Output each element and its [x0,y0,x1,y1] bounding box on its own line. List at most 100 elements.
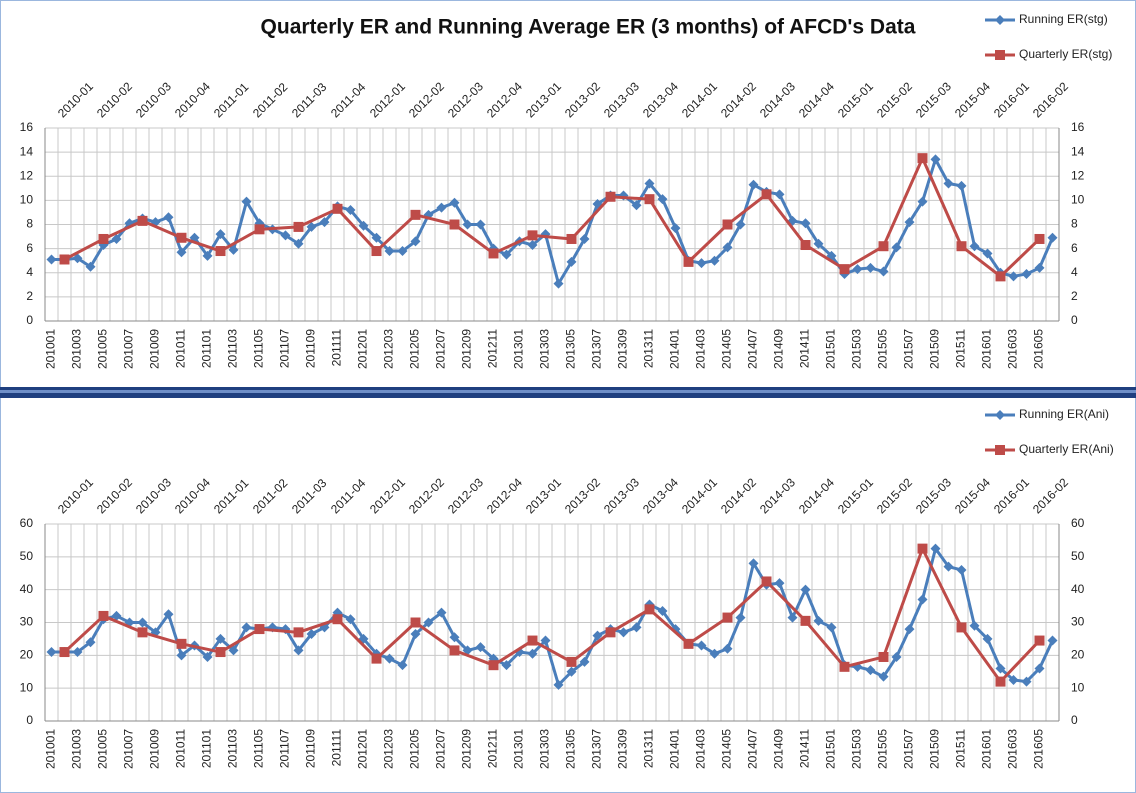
point [696,258,707,269]
point [774,578,785,589]
point [735,219,746,230]
x2-tick-label: 2015-03 [913,475,954,516]
point [72,253,83,264]
point [605,191,616,202]
point [839,661,850,672]
x-tick-label: 201507 [902,329,916,369]
point [813,615,824,626]
point [228,244,239,255]
y2-tick-label: 10 [1071,193,1085,207]
y-tick-label: 10 [20,193,34,207]
x2-tick-label: 2015-02 [874,79,915,120]
y-tick-label: 12 [20,168,34,182]
point [488,660,499,671]
point [215,647,226,658]
point [592,630,603,641]
x2-tick-label: 2016-02 [1030,79,1071,120]
point [475,219,486,230]
point [293,627,304,638]
y2-tick-label: 40 [1071,582,1085,596]
x-tick-label: 201601 [980,729,994,769]
point [527,240,538,251]
x2-tick-label: 2011-04 [328,80,369,121]
point [969,241,980,252]
x-tick-label: 201403 [694,729,708,769]
series-line [51,157,1054,286]
point [878,241,889,252]
x2-tick-label: 2010-03 [133,475,174,516]
point [709,648,720,659]
x-tick-label: 201009 [148,729,162,769]
y-tick-label: 0 [26,313,33,327]
y-tick-label: 16 [20,120,34,134]
point [865,665,876,676]
y2-tick-label: 0 [1071,713,1078,727]
x2-tick-label: 2012-02 [406,475,447,516]
point [709,255,720,266]
x2-tick-label: 2014-01 [679,79,720,120]
point [579,656,590,667]
point [917,594,928,605]
point [800,615,811,626]
legend-label: Quarterly ER(stg) [1019,47,1112,61]
point [59,647,70,658]
point [85,261,96,272]
point [176,247,187,258]
x2-tick-label: 2014-02 [718,79,759,120]
point [644,194,655,205]
y2-tick-label: 2 [1071,289,1078,303]
point [787,612,798,623]
x-tick-label: 201511 [954,729,968,768]
x-tick-label: 201209 [460,329,474,369]
point [904,624,915,635]
point [1047,635,1058,646]
x2-tick-label: 2015-04 [952,79,993,120]
legend-marker [995,15,1005,25]
x-tick-label: 201501 [824,729,838,769]
point [332,614,343,625]
y2-tick-label: 6 [1071,241,1078,255]
y2-tick-label: 12 [1071,168,1085,182]
point [761,576,772,587]
point [176,638,187,649]
x2-tick-label: 2010-04 [172,79,213,120]
x-tick-label: 201011 [174,329,188,368]
point [839,264,850,275]
point [995,676,1006,687]
x-tick-label: 201405 [720,329,734,369]
y-tick-label: 40 [20,582,34,596]
y2-tick-label: 60 [1071,516,1085,530]
legend-label: Running ER(Ani) [1019,407,1109,421]
point [579,233,590,244]
point [917,153,928,164]
point [98,233,109,244]
point [293,645,304,656]
x-tick-label: 201603 [1006,329,1020,369]
point [59,254,70,265]
series-line [51,547,1054,687]
point [761,189,772,200]
point [280,230,291,241]
x-tick-label: 201301 [512,329,526,369]
x2-tick-label: 2015-03 [913,79,954,120]
point [384,246,395,257]
x-tick-label: 201307 [590,329,604,369]
x-tick-label: 201411 [798,329,812,368]
point [891,651,902,662]
y2-tick-label: 20 [1071,648,1085,662]
point [930,543,941,554]
y-tick-label: 50 [20,549,34,563]
y2-tick-label: 30 [1071,615,1085,629]
x2-tick-label: 2011-02 [250,476,291,517]
x2-tick-label: 2012-04 [484,79,525,120]
point [917,543,928,554]
x-tick-label: 201407 [746,329,760,369]
point [657,194,668,205]
point [930,154,941,165]
y-tick-label: 10 [20,680,34,694]
point [215,229,226,240]
x-tick-label: 201409 [772,729,786,769]
x-tick-label: 201303 [538,329,552,369]
x-tick-label: 201305 [564,329,578,369]
y-tick-label: 4 [26,265,33,279]
